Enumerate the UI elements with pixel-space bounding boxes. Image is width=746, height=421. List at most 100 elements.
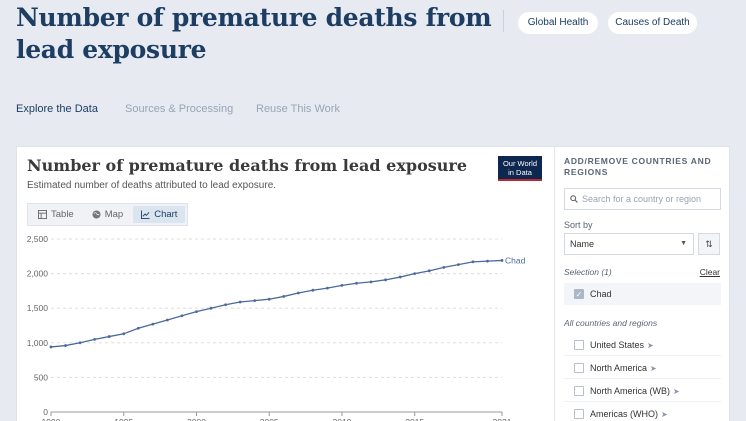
data-point xyxy=(107,335,111,338)
data-point xyxy=(355,281,358,285)
data-point xyxy=(267,297,271,301)
data-point xyxy=(209,306,213,310)
selection-label: Selection (1) xyxy=(564,267,612,277)
y-tick-label: 1,000 xyxy=(27,338,49,348)
data-point xyxy=(384,278,388,282)
list-item-label: North America (WB) xyxy=(590,386,671,396)
logo-line-2: in Data xyxy=(508,167,532,177)
series-label: Chad xyxy=(505,255,526,265)
list-item-north-america-wb[interactable]: North America (WB) ➤ xyxy=(564,380,721,402)
data-point xyxy=(282,295,286,298)
data-point xyxy=(195,310,198,314)
data-point xyxy=(296,291,300,295)
table-icon xyxy=(38,210,47,219)
data-point xyxy=(413,272,417,275)
checkbox-icon[interactable] xyxy=(574,386,584,396)
location-arrow-icon: ➤ xyxy=(661,410,668,419)
data-point xyxy=(311,288,315,292)
y-tick-label: 2,000 xyxy=(27,269,49,279)
all-countries-label: All countries and regions xyxy=(564,318,658,328)
data-point xyxy=(238,300,242,304)
data-point xyxy=(471,260,475,264)
list-item-label: Americas (WHO) xyxy=(590,409,658,419)
sort-order-button[interactable]: ⇅ xyxy=(698,233,720,255)
checkbox-checked-icon[interactable]: ✓ xyxy=(574,289,584,299)
data-point xyxy=(224,303,227,307)
series-line xyxy=(50,259,503,348)
tab-chart-label: Chart xyxy=(154,209,178,220)
search-input[interactable]: Search for a country or region xyxy=(564,188,721,210)
panel-heading: ADD/REMOVE COUNTRIES AND REGIONS xyxy=(564,156,712,177)
x-tick-label: 2000 xyxy=(187,417,206,421)
line-chart: 2,500 2,000 1,500 1,000 500 01990 1995 2000 2005… xyxy=(27,234,526,421)
clear-button[interactable]: Clear xyxy=(699,267,720,277)
list-item-label: North America xyxy=(590,363,648,373)
tab-map[interactable]: Map xyxy=(84,206,131,223)
checkbox-icon[interactable] xyxy=(574,409,584,419)
y-tick-label: 1,500 xyxy=(27,303,49,313)
page-title: Number of premature deaths from lead exp… xyxy=(16,3,492,64)
data-point xyxy=(93,337,97,341)
y-tick-label: 500 xyxy=(34,372,48,382)
data-point xyxy=(427,269,431,273)
nav-sources-processing[interactable]: Sources & Processing xyxy=(125,103,234,115)
owid-logo[interactable]: Our World in Data xyxy=(498,156,542,181)
x-tick-label: 2015 xyxy=(405,417,424,421)
chart-card: Number of premature deaths from lead exp… xyxy=(16,146,730,421)
data-point xyxy=(253,299,257,302)
list-item-north-america[interactable]: North America ➤ xyxy=(564,357,721,379)
view-tabs: Table Map Chart xyxy=(27,203,189,226)
nav-explore-the-data[interactable]: Explore the Data xyxy=(16,103,98,115)
data-point xyxy=(340,283,344,287)
data-point xyxy=(122,332,126,336)
data-point xyxy=(486,259,489,263)
tab-map-label: Map xyxy=(104,209,124,220)
data-point xyxy=(165,318,169,322)
y-tick-label: 0 xyxy=(43,407,48,417)
chart-subtitle: Estimated number of deaths attributed to… xyxy=(27,180,277,191)
tag-causes-of-death[interactable]: Causes of Death xyxy=(608,12,697,34)
logo-line-1: Our World xyxy=(502,159,538,168)
checkbox-icon[interactable] xyxy=(574,340,584,350)
checkbox-icon[interactable] xyxy=(574,363,584,373)
caret-down-icon: ▼ xyxy=(680,240,687,247)
search-placeholder: Search for a country or region xyxy=(582,194,702,204)
chart-title: Number of premature deaths from lead exp… xyxy=(27,156,468,175)
tab-table[interactable]: Table xyxy=(30,206,82,223)
data-point xyxy=(442,265,446,269)
x-tick-label: 1990 xyxy=(42,417,61,421)
data-point xyxy=(369,280,373,284)
line-chart-icon xyxy=(141,210,150,219)
sort-value: Name xyxy=(570,239,595,249)
tag-global-health[interactable]: Global Health xyxy=(518,12,598,34)
location-arrow-icon: ➤ xyxy=(647,341,654,350)
data-point xyxy=(500,259,504,262)
data-point xyxy=(64,344,67,347)
sort-select[interactable]: Name ▼ xyxy=(564,233,694,255)
list-item-label: United States xyxy=(590,340,645,350)
nav-reuse-this-work[interactable]: Reuse This Work xyxy=(256,103,340,115)
tab-chart[interactable]: Chart xyxy=(133,206,186,223)
x-tick-label: 2021 xyxy=(493,417,512,421)
sort-label: Sort by xyxy=(564,220,593,230)
globe-icon xyxy=(92,210,101,219)
location-arrow-icon: ➤ xyxy=(650,364,657,373)
tab-table-label: Table xyxy=(51,209,74,220)
selected-item-chad[interactable]: ✓ Chad xyxy=(564,283,721,305)
x-tick-label: 1995 xyxy=(114,417,133,421)
selected-item-label: Chad xyxy=(590,289,612,299)
data-point xyxy=(78,341,82,345)
search-icon xyxy=(570,195,578,203)
data-point xyxy=(180,314,184,318)
data-point xyxy=(326,286,329,290)
sort-order-icon: ⇅ xyxy=(705,239,713,249)
data-point xyxy=(456,263,460,267)
data-point xyxy=(398,275,402,279)
data-point xyxy=(136,326,140,330)
list-item-americas-who[interactable]: Americas (WHO) ➤ xyxy=(564,403,721,421)
header-divider xyxy=(503,10,504,32)
x-tick-label: 2010 xyxy=(333,417,352,421)
x-tick-label: 2005 xyxy=(260,417,279,421)
y-tick-label: 2,500 xyxy=(27,234,49,244)
list-item-united-states[interactable]: United States ➤ xyxy=(564,334,721,356)
